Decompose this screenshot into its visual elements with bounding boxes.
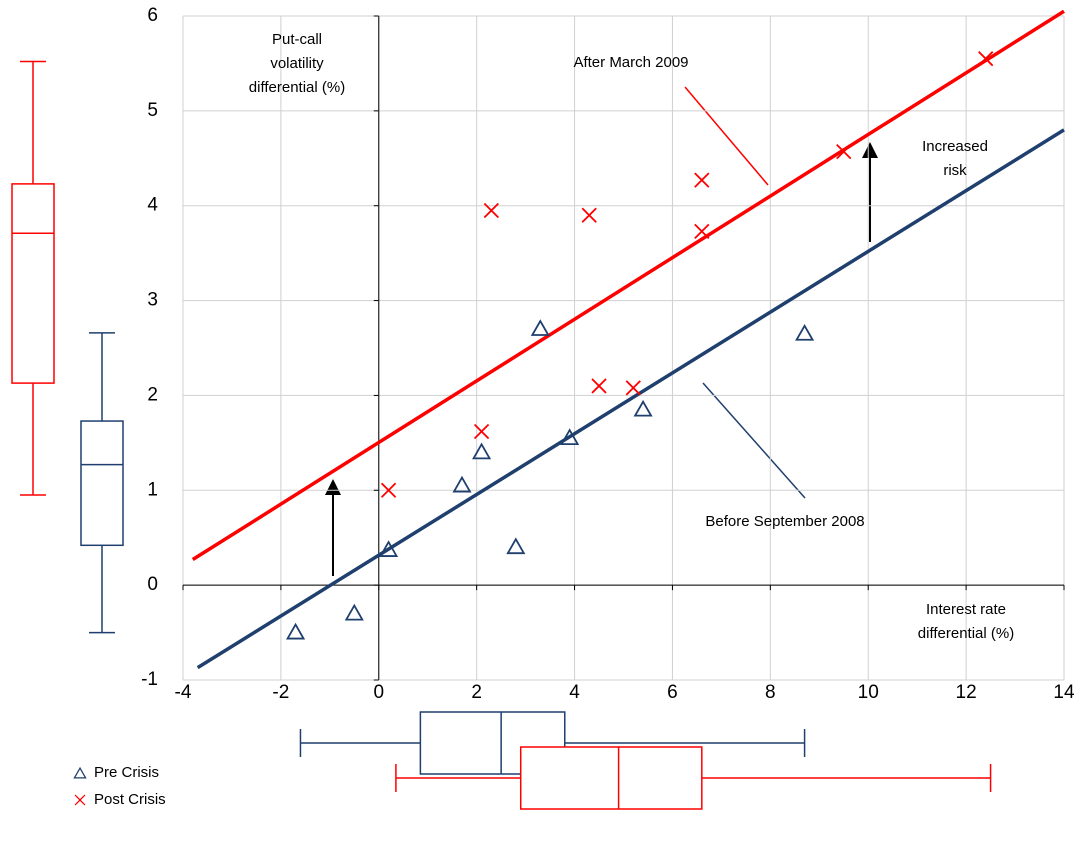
point [591,378,607,394]
legend-marker [74,794,86,806]
x-tick-label: 2 [471,682,482,703]
x-axis-title: differential (%) [918,625,1014,642]
y-axis-title: Put-call [272,31,322,48]
x-tick-label: 10 [858,682,879,703]
point [530,319,550,336]
annotation: Increased [922,138,988,155]
box [11,183,55,384]
box [519,746,703,810]
x-tick-label: 8 [765,682,776,703]
x-axis-title: Interest rate [926,601,1006,618]
point [694,223,710,239]
pointer-line [702,382,806,499]
point [506,537,526,555]
point [836,144,852,160]
x-tick-label: 12 [956,682,977,703]
point [694,172,710,188]
point [379,540,399,557]
point [581,207,597,223]
point [795,323,815,341]
box [80,420,124,547]
legend-marker [73,766,87,779]
x-tick-label: 0 [373,682,384,703]
x-tick-label: 6 [667,682,678,703]
y-tick-label: 1 [147,479,158,500]
point [625,380,641,396]
annotation: risk [943,162,967,179]
point [286,622,306,640]
point [344,603,364,621]
y-tick-label: -1 [141,669,158,690]
annotation: After March 2009 [573,54,688,71]
y-tick-label: 2 [147,384,158,405]
y-tick-label: 0 [147,574,158,595]
y-axis-title: volatility [270,55,324,72]
y-tick-label: 5 [147,100,158,121]
point [483,202,499,219]
point [472,442,492,460]
legend-label: Pre Crisis [94,764,159,781]
point [452,475,472,493]
fit-line [191,9,1065,562]
y-axis-title: differential (%) [249,79,345,96]
point [560,428,580,446]
x-tick-label: -4 [175,682,192,703]
y-tick-label: 6 [147,5,158,26]
x-tick-label: -2 [272,682,289,703]
point [380,482,397,498]
annotation: Before September 2008 [705,513,864,530]
point [473,423,490,440]
point [633,399,653,417]
x-tick-label: 14 [1053,682,1075,703]
y-tick-label: 3 [147,290,158,311]
y-tick-label: 4 [147,195,158,216]
x-tick-label: 4 [569,682,580,703]
fit-line [196,128,1065,670]
pointer-line [684,86,769,186]
legend-label: Post Crisis [94,791,166,808]
point [978,51,994,67]
